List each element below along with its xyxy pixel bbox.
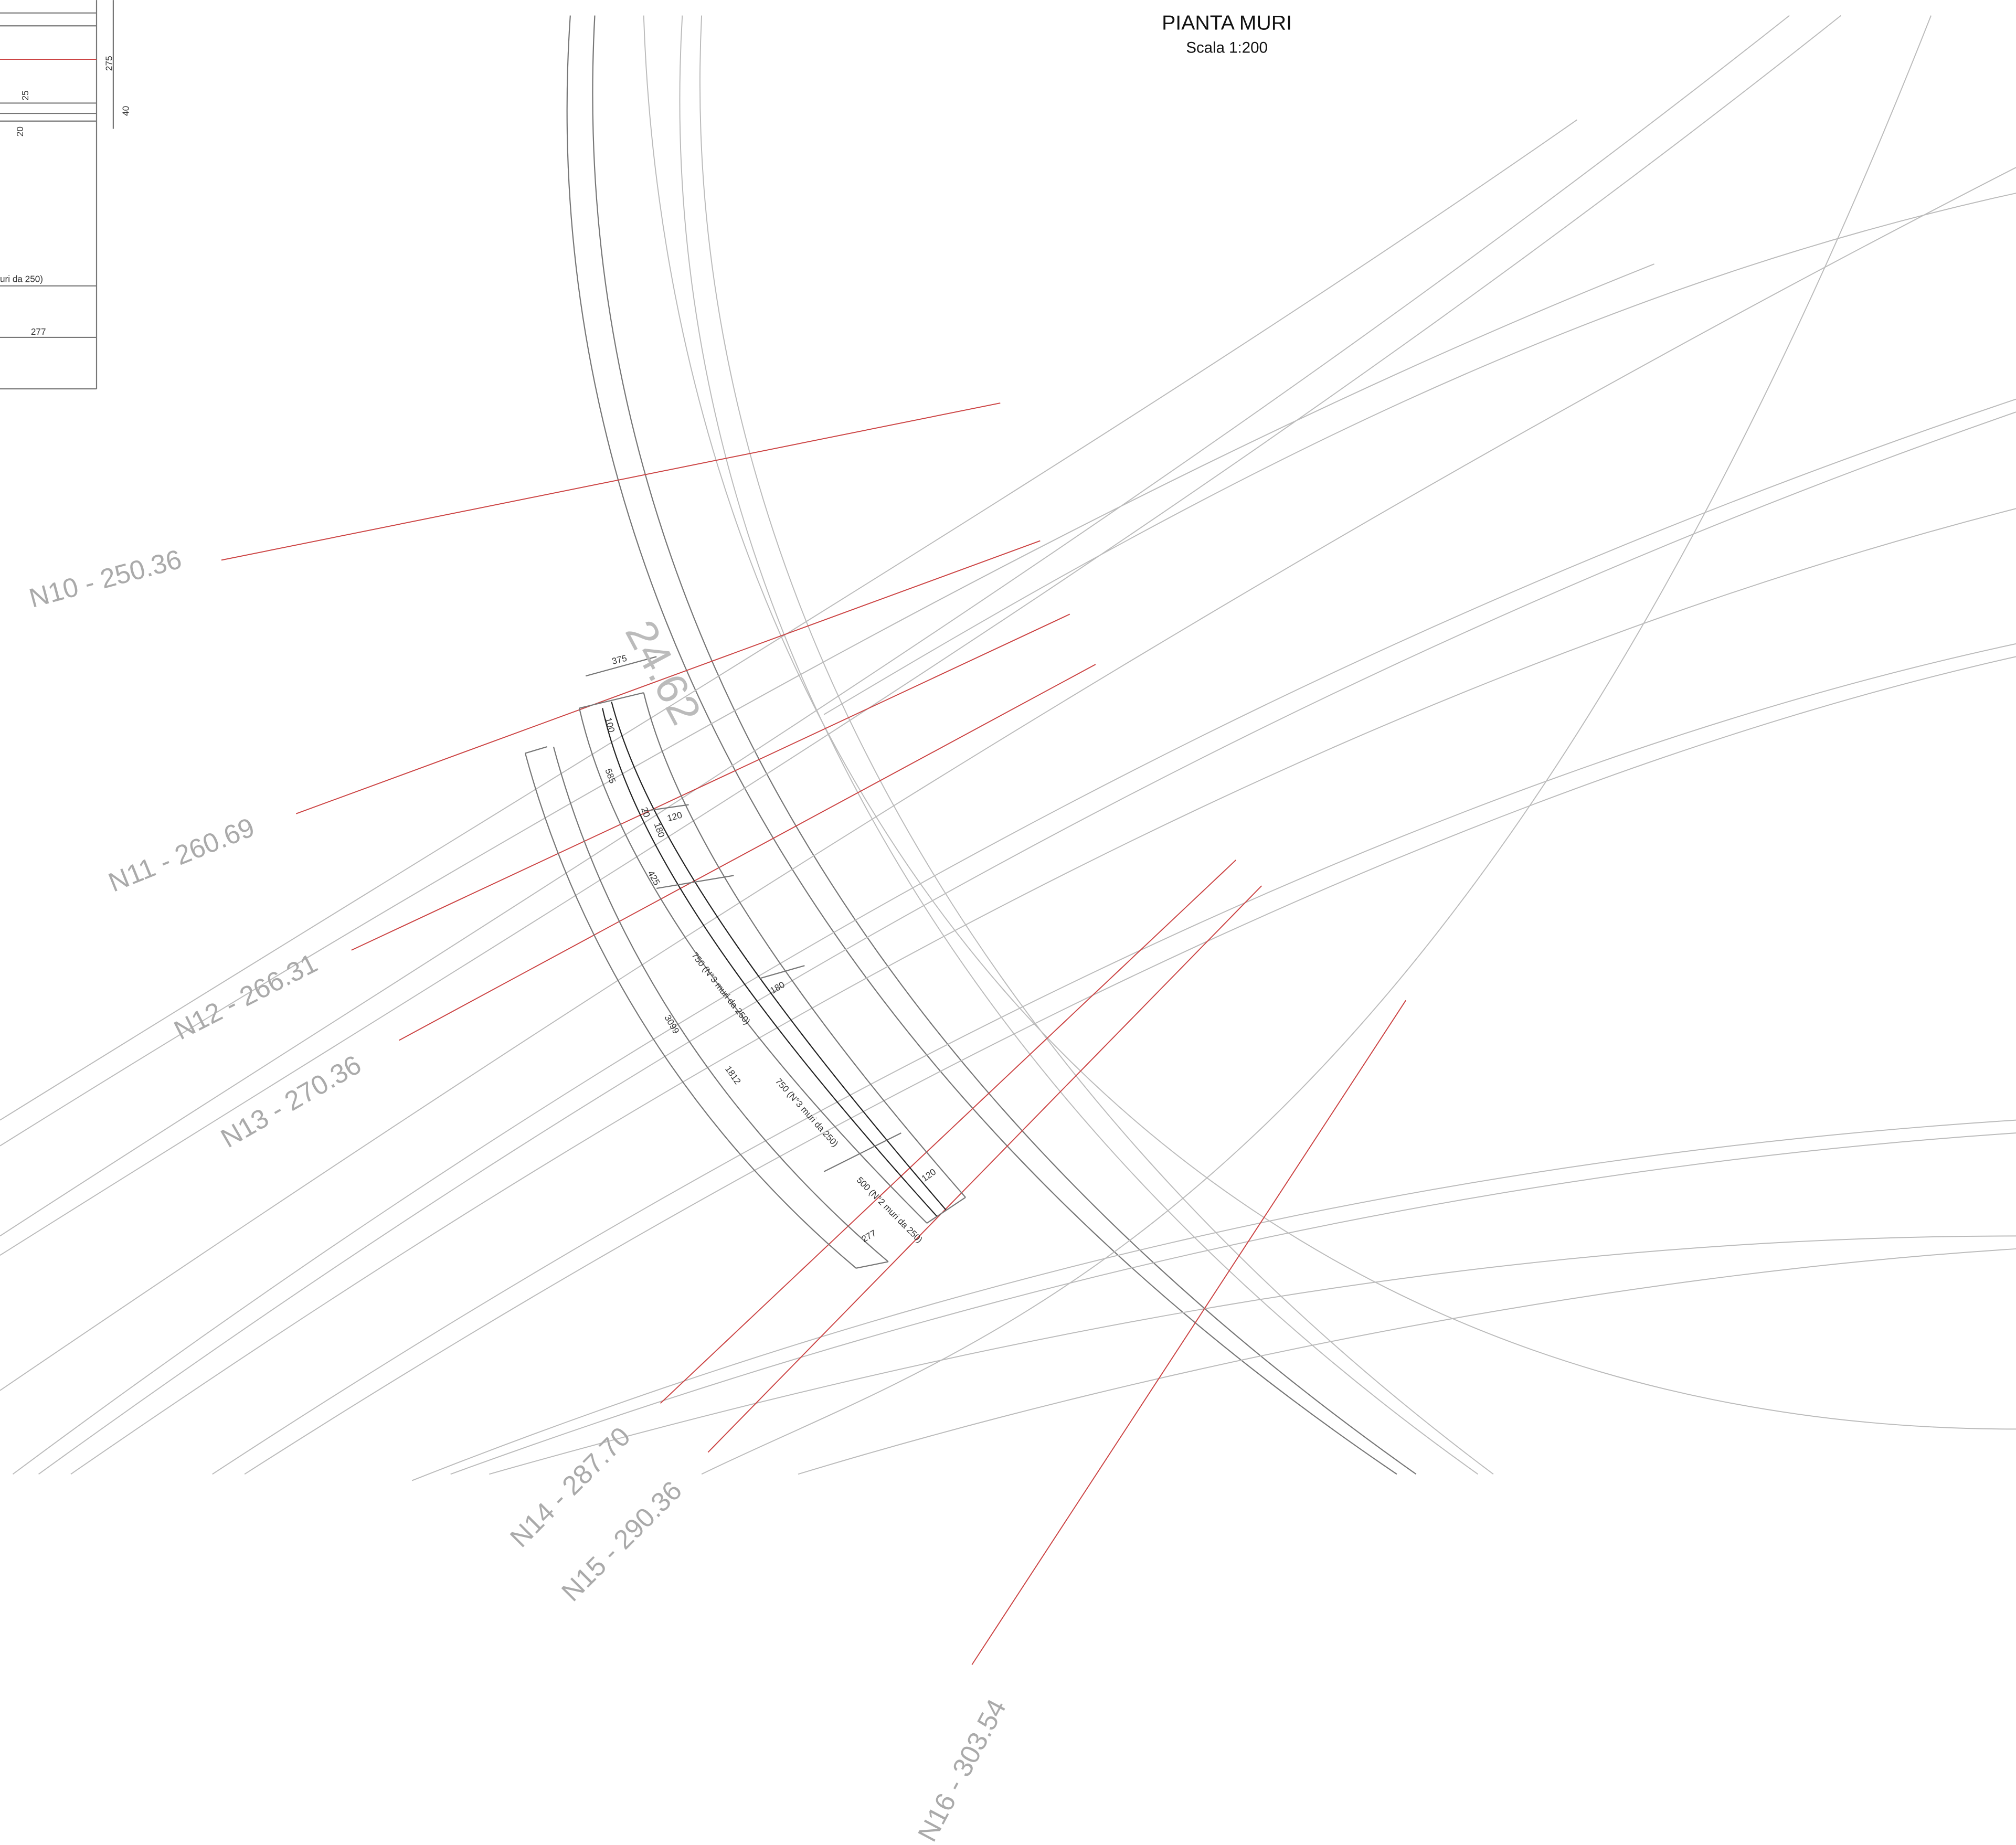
dimension: 750 (N°3 muri da 250)	[773, 1076, 841, 1149]
section-label: N11 - 260.69	[104, 812, 258, 898]
subtitle: Scala 1:200	[1186, 39, 1267, 57]
dimension: 120	[919, 1167, 938, 1184]
curve-label: 24.62	[616, 612, 711, 732]
title: PIANTA MURI	[1162, 12, 1292, 35]
dimension: 277	[860, 1227, 878, 1244]
dimension-labels: 375 100 585 120 20 180 425 750 (N°3 muri…	[0, 56, 938, 1245]
dimension: 180	[652, 821, 667, 839]
dimension: 100	[603, 716, 617, 734]
dimension: 275	[103, 56, 114, 71]
dimension: 375	[611, 653, 628, 666]
section-label: N10 - 250.36	[26, 544, 185, 613]
section-label: N16 - 303.54	[911, 1694, 1012, 1845]
dimension: 277	[31, 326, 46, 337]
dimension: 40	[120, 106, 131, 116]
section-label: N12 - 266.31	[169, 947, 322, 1045]
dimension: 20	[15, 126, 25, 136]
dimension: 25	[20, 90, 30, 100]
dimension: 120	[666, 810, 683, 824]
dimension: 425	[646, 869, 663, 887]
dimension: 1812	[723, 1064, 743, 1086]
linework	[0, 0, 2016, 1665]
dimension: uri da 250)	[0, 273, 43, 284]
dimension: 585	[603, 767, 618, 785]
dimension: 750 (N°3 muri da 250)	[689, 950, 752, 1026]
section-label: N13 - 270.36	[216, 1049, 366, 1153]
